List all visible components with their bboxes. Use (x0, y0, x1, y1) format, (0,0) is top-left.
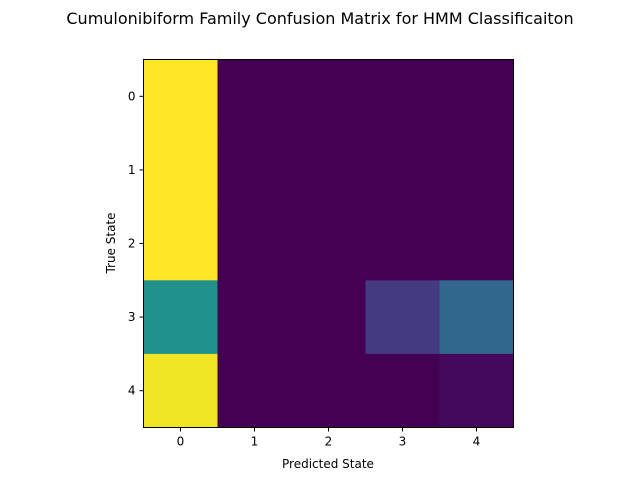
x-tick-label-3: 3 (399, 435, 407, 449)
y-tick-label-1: 1 (128, 163, 136, 177)
heatmap-cell-2-0 (143, 206, 218, 281)
heatmap-cell-0-3 (365, 59, 440, 134)
x-tick-label-2: 2 (325, 435, 333, 449)
y-tick-label-2: 2 (128, 237, 136, 251)
x-axis-ticks: 0 1 2 3 4 (177, 427, 481, 449)
heatmap-cell-2-4 (439, 206, 514, 281)
heatmap-cell-4-1 (217, 353, 292, 428)
heatmap-cell-0-4 (439, 59, 514, 134)
y-tick-label-0: 0 (128, 89, 136, 103)
x-axis-label: Predicted State (282, 457, 374, 471)
heatmap-cell-4-0 (143, 353, 218, 428)
heatmap-cell-4-3 (365, 353, 440, 428)
heatmap-cell-0-0 (143, 59, 218, 134)
heatmap-cell-1-1 (217, 133, 292, 208)
heatmap-cell-1-3 (365, 133, 440, 208)
heatmap-cell-0-1 (217, 59, 292, 134)
heatmap-cell-1-2 (291, 133, 366, 208)
heatmap-cell-1-0 (143, 133, 218, 208)
heatmap-cell-2-1 (217, 206, 292, 281)
y-tick-label-4: 4 (128, 384, 136, 398)
heatmap-cell-2-2 (291, 206, 366, 281)
heatmap-cell-3-3 (365, 280, 440, 355)
heatmap-cell-2-3 (365, 206, 440, 281)
heatmap-cell-1-4 (439, 133, 514, 208)
heatmap-cell-3-0 (143, 280, 218, 355)
x-tick-label-0: 0 (177, 435, 185, 449)
heatmap-cell-3-2 (291, 280, 366, 355)
y-axis-ticks: 0 1 2 3 4 (128, 89, 144, 398)
y-axis-label: True State (104, 212, 118, 274)
heatmap-cell-4-2 (291, 353, 366, 428)
heatmap-cell-3-4 (439, 280, 514, 355)
heatmap-cell-0-2 (291, 59, 366, 134)
heatmap-cells (143, 59, 514, 428)
heatmap-cell-3-1 (217, 280, 292, 355)
x-tick-label-1: 1 (251, 435, 259, 449)
chart-title: Cumulonibiform Family Confusion Matrix f… (66, 9, 573, 28)
x-tick-label-4: 4 (473, 435, 481, 449)
heatmap-cell-4-4 (439, 353, 514, 428)
y-tick-label-3: 3 (128, 310, 136, 324)
